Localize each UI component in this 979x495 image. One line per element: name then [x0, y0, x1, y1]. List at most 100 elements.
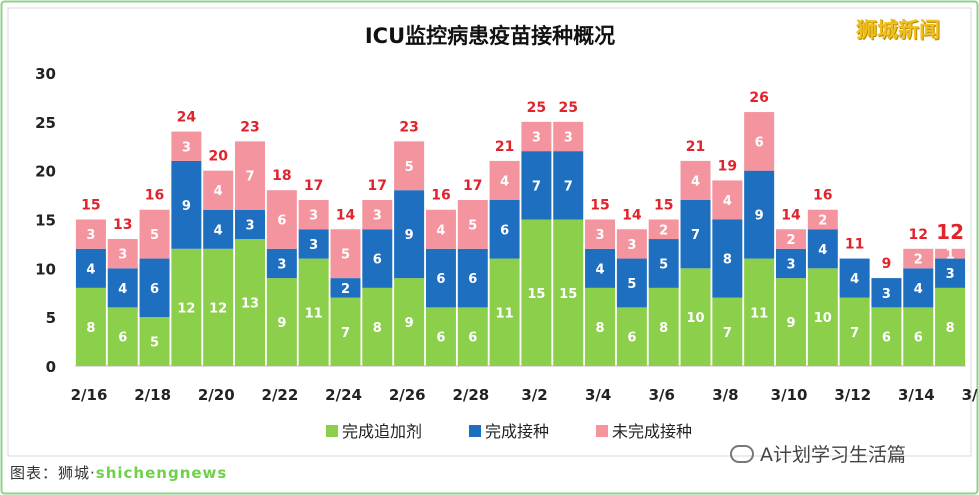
- x-tick-label: 3/8: [712, 386, 738, 404]
- segment-value-label: 4: [914, 282, 923, 297]
- bar-completed: [139, 258, 170, 318]
- segment-value-label: 3: [564, 130, 573, 145]
- segment-value-label: 3: [786, 257, 795, 272]
- bar-booster: [839, 297, 870, 366]
- x-tick-label: 2/18: [134, 386, 171, 404]
- bar-booster: [648, 287, 679, 366]
- segment-value-label: 8: [946, 321, 955, 336]
- bar-total-label: 15: [81, 198, 100, 214]
- bar-total-label: 26: [749, 90, 768, 106]
- segment-value-label: 6: [436, 272, 445, 287]
- bar-booster: [139, 317, 170, 366]
- bar-total-label: 21: [495, 139, 514, 155]
- x-tick-label: 3/10: [771, 386, 808, 404]
- segment-value-label: 5: [627, 277, 636, 292]
- segment-value-label: 15: [559, 287, 577, 302]
- segment-value-label: 2: [818, 214, 827, 229]
- bar-incomplete: [712, 180, 743, 220]
- segment-value-label: 1: [946, 248, 955, 263]
- bar-total-label: 21: [686, 139, 705, 155]
- bar-booster: [871, 307, 902, 366]
- bar-booster: [266, 278, 297, 366]
- segment-value-label: 3: [596, 228, 605, 243]
- segment-value-label: 7: [850, 326, 859, 341]
- bar-incomplete: [139, 209, 170, 259]
- bar-incomplete: [680, 160, 711, 200]
- bar-completed: [394, 190, 425, 279]
- bar-incomplete: [425, 209, 456, 249]
- bar-incomplete: [330, 229, 361, 279]
- x-tick-label: 2/26: [389, 386, 426, 404]
- bar-booster: [775, 278, 806, 366]
- bar-total-label: 14: [622, 207, 642, 223]
- bar-incomplete: [203, 170, 234, 210]
- segment-value-label: 4: [850, 272, 859, 287]
- x-tick-label: 3/16: [962, 386, 979, 404]
- bar-total-label: 11: [845, 237, 864, 253]
- legend-swatch: [596, 425, 608, 437]
- segment-value-label: 6: [755, 135, 764, 150]
- segment-value-label: 3: [532, 130, 541, 145]
- segment-value-label: 4: [214, 184, 223, 199]
- bar-completed: [521, 151, 552, 220]
- segment-value-label: 11: [305, 306, 323, 321]
- segment-value-label: 4: [596, 262, 605, 277]
- bar-booster: [75, 287, 106, 366]
- bar-incomplete: [362, 199, 393, 230]
- segment-value-label: 12: [177, 301, 195, 316]
- watermark-text: A计划学习生活篇: [760, 444, 906, 466]
- segment-value-label: 9: [277, 316, 286, 331]
- segment-value-label: 6: [373, 253, 382, 268]
- segment-value-label: 8: [373, 321, 382, 336]
- segment-value-label: 13: [241, 297, 259, 312]
- segment-value-label: 3: [882, 287, 891, 302]
- bar-completed: [171, 160, 202, 249]
- x-tick-label: 3/12: [834, 386, 871, 404]
- segment-value-label: 2: [341, 282, 350, 297]
- x-tick-label: 3/4: [585, 386, 611, 404]
- y-tick-label: 15: [35, 212, 56, 230]
- segment-value-label: 4: [118, 282, 127, 297]
- bar-incomplete: [266, 190, 297, 249]
- bar-completed: [489, 199, 520, 259]
- bar-incomplete: [394, 141, 425, 191]
- caption-prefix: 图表：: [10, 464, 59, 482]
- segment-value-label: 5: [150, 228, 159, 243]
- bar-completed: [266, 248, 297, 279]
- bar-total-label: 25: [558, 100, 577, 116]
- bar-completed: [903, 268, 934, 308]
- segment-value-label: 7: [532, 179, 541, 194]
- y-tick-label: 25: [35, 114, 56, 132]
- bar-total-label: 16: [813, 188, 832, 204]
- segment-value-label: 9: [182, 199, 191, 214]
- bar-booster: [680, 268, 711, 366]
- x-tick-label: 3/6: [649, 386, 675, 404]
- bar-total-label: 16: [145, 188, 164, 204]
- bar-completed: [330, 278, 361, 298]
- bar-incomplete: [489, 160, 520, 200]
- bar-incomplete: [298, 199, 329, 230]
- bar-booster: [521, 219, 552, 366]
- bar-incomplete: [616, 229, 647, 259]
- segment-value-label: 3: [86, 228, 95, 243]
- bar-booster: [935, 287, 966, 366]
- bar-booster: [903, 307, 934, 366]
- segment-value-label: 10: [686, 311, 704, 326]
- bar-completed: [712, 219, 743, 298]
- bar-total-label: 13: [113, 217, 132, 233]
- legend-swatch: [469, 425, 481, 437]
- bar-total-label: 17: [463, 178, 482, 194]
- bar-total-label: 9: [882, 256, 892, 272]
- bar-completed: [744, 170, 775, 259]
- bar-incomplete: [585, 219, 616, 249]
- segment-value-label: 6: [468, 331, 477, 346]
- bar-total-label: 17: [304, 178, 323, 194]
- bar-total-label: 16: [431, 188, 450, 204]
- bar-total-label: 14: [336, 207, 356, 223]
- bar-booster: [330, 297, 361, 366]
- bar-total-label: 19: [718, 158, 737, 174]
- bar-total-label: 20: [208, 149, 228, 165]
- bar-incomplete: [235, 141, 266, 210]
- segment-value-label: 6: [436, 331, 445, 346]
